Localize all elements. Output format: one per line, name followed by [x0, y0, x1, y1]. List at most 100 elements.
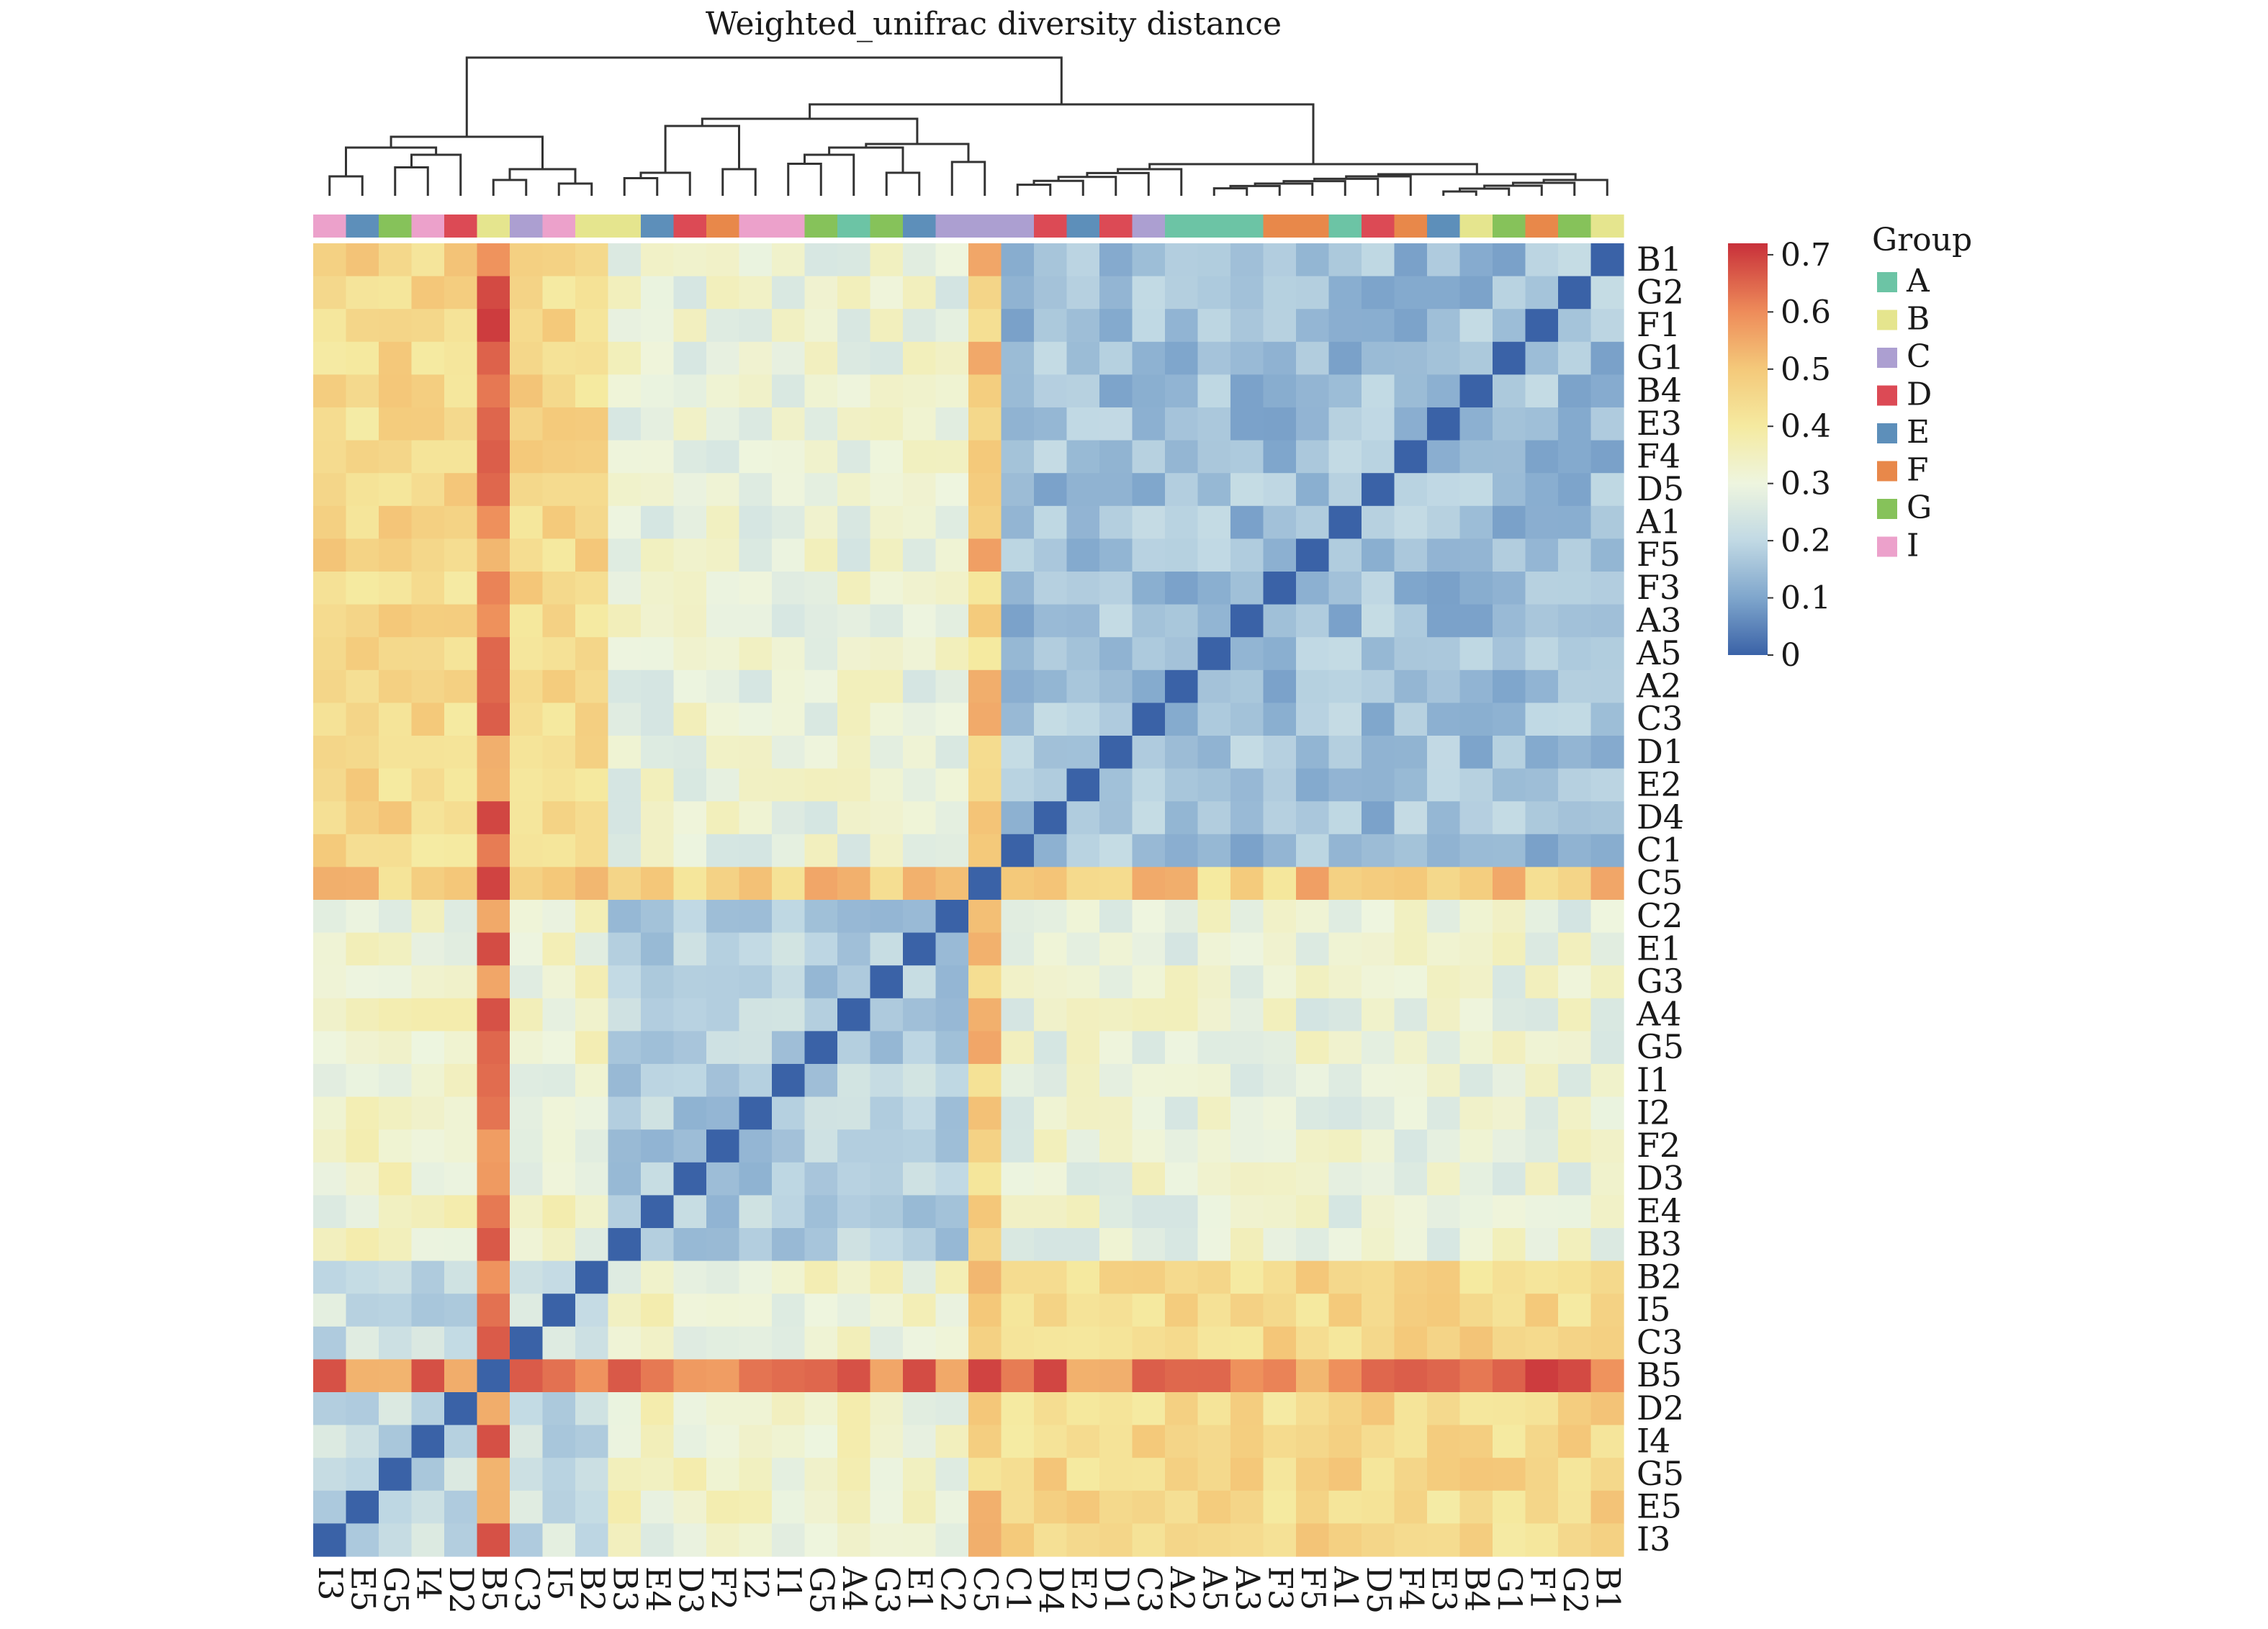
row-label: E1	[1637, 929, 1682, 967]
heatmap-cell	[1362, 768, 1395, 802]
heatmap-cell	[1525, 1096, 1559, 1130]
heatmap-cell	[1362, 374, 1395, 408]
heatmap-cell	[1493, 834, 1526, 867]
heatmap-cell	[1427, 1096, 1461, 1130]
heatmap-cell	[935, 1392, 969, 1426]
heatmap-cell	[1230, 1228, 1264, 1262]
heatmap-cell	[1034, 801, 1068, 835]
heatmap-cell	[1296, 801, 1330, 835]
heatmap-cell	[575, 374, 609, 408]
heatmap-cell	[804, 1458, 838, 1492]
heatmap-cell	[706, 1425, 740, 1458]
heatmap-cell	[1296, 1392, 1330, 1426]
heatmap-cell	[804, 1425, 838, 1458]
heatmap-cell	[739, 965, 773, 999]
heatmap-cell	[510, 309, 544, 343]
row-label: I1	[1637, 1060, 1670, 1099]
heatmap-cell	[411, 604, 445, 638]
heatmap-cell	[1132, 374, 1166, 408]
heatmap-cell	[1099, 1294, 1133, 1327]
heatmap-cell	[641, 1162, 675, 1196]
group-bar-cell	[1296, 215, 1330, 238]
heatmap-cell	[1296, 1260, 1330, 1294]
heatmap-cell	[804, 309, 838, 343]
heatmap-cell	[379, 998, 413, 1032]
heatmap-cell	[1165, 1064, 1199, 1098]
heatmap-cell	[1001, 1031, 1035, 1065]
row-label: C2	[1637, 896, 1683, 935]
heatmap-cell	[477, 473, 510, 507]
heatmap-cell	[1132, 703, 1166, 736]
column-label: F3	[1261, 1566, 1300, 1610]
heatmap-cell	[837, 1458, 871, 1492]
heatmap-cell	[739, 834, 773, 867]
heatmap-cell	[1296, 1228, 1330, 1262]
heatmap-cell	[903, 309, 937, 343]
heatmap-cell	[1001, 1129, 1035, 1163]
heatmap-cell	[346, 703, 379, 736]
heatmap-cell	[575, 834, 609, 867]
group-bar-cell	[1263, 215, 1297, 238]
heatmap-cell	[1034, 276, 1068, 310]
heatmap-cell	[968, 998, 1002, 1032]
heatmap-cell	[510, 572, 544, 605]
heatmap-cell	[379, 276, 413, 310]
heatmap-cell	[1459, 374, 1493, 408]
heatmap-cell	[411, 834, 445, 867]
heatmap-cell	[1296, 669, 1330, 703]
heatmap-cell	[510, 1490, 544, 1524]
heatmap-cell	[1099, 1326, 1133, 1360]
column-label: E4	[639, 1566, 678, 1612]
heatmap-cell	[1197, 1260, 1231, 1294]
heatmap-cell	[1558, 572, 1592, 605]
heatmap-cell	[346, 1195, 379, 1229]
heatmap-cell	[411, 669, 445, 703]
heatmap-cell	[575, 801, 609, 835]
heatmap-cell	[1034, 505, 1068, 539]
heatmap-cell	[935, 1523, 969, 1557]
heatmap-cell	[608, 1096, 642, 1130]
heatmap-cell	[706, 604, 740, 638]
heatmap-cell	[968, 1392, 1002, 1426]
heatmap-cell	[1459, 1326, 1493, 1360]
legend-swatch	[1877, 310, 1897, 330]
heatmap-cell	[1525, 965, 1559, 999]
heatmap-cell	[1001, 538, 1035, 572]
heatmap-cell	[1099, 1096, 1133, 1130]
heatmap-cell	[1459, 736, 1493, 770]
heatmap-cell	[1099, 1064, 1133, 1098]
heatmap-cell	[542, 276, 576, 310]
heatmap-cell	[935, 637, 969, 671]
heatmap-cell	[772, 572, 806, 605]
heatmap-cell	[1328, 703, 1362, 736]
heatmap-cell	[1590, 736, 1624, 770]
heatmap-cell	[1427, 1458, 1461, 1492]
heatmap-cell	[477, 572, 510, 605]
heatmap-cell	[608, 505, 642, 539]
heatmap-cell	[1493, 932, 1526, 966]
heatmap-cell	[1034, 440, 1068, 474]
heatmap-cell	[1493, 243, 1526, 277]
heatmap-cell	[444, 243, 478, 277]
heatmap-cell	[575, 1031, 609, 1065]
heatmap-cell	[1427, 1260, 1461, 1294]
heatmap-cell	[1427, 309, 1461, 343]
heatmap-cell	[1034, 1326, 1068, 1360]
heatmap-cell	[739, 1294, 773, 1327]
heatmap-cell	[772, 1031, 806, 1065]
heatmap-cell	[313, 1425, 347, 1458]
heatmap-cell	[608, 801, 642, 835]
heatmap-cell	[444, 341, 478, 375]
heatmap-cell	[641, 473, 675, 507]
heatmap-cell	[804, 341, 838, 375]
heatmap-cell	[968, 736, 1002, 770]
heatmap-cell	[673, 1326, 707, 1360]
legend-label: A	[1906, 263, 1930, 299]
heatmap-cell	[1132, 1064, 1166, 1098]
heatmap-cell	[903, 407, 937, 441]
heatmap-cell	[1525, 309, 1559, 343]
heatmap-cell	[1394, 604, 1428, 638]
heatmap-cell	[575, 1326, 609, 1360]
heatmap-cell	[411, 505, 445, 539]
